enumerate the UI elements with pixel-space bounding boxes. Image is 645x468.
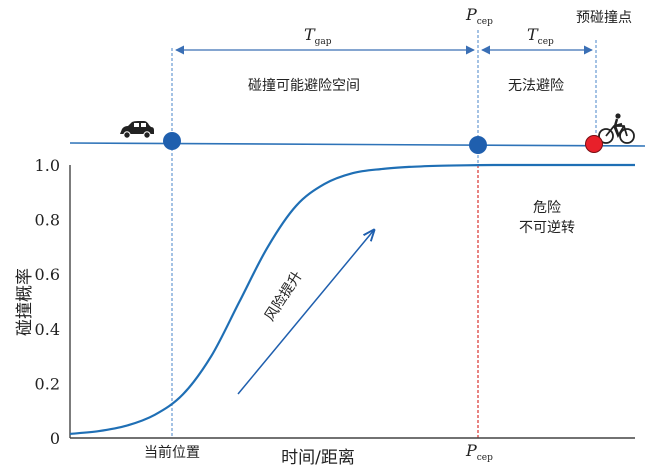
- collision-point-dot: [585, 135, 603, 153]
- current-position-dot: [163, 132, 181, 150]
- x-axis-label: 时间/距离: [281, 448, 355, 468]
- current-position-label: 当前位置: [144, 444, 200, 461]
- y-tick-label: 0.6: [35, 265, 60, 284]
- pcep-top-label: Pcep: [465, 5, 493, 27]
- tcep-label: Tcep: [527, 25, 554, 47]
- risk-increase-arrow: [237, 230, 374, 395]
- y-tick-label: 0.8: [35, 211, 60, 230]
- probability-curve: [69, 163, 635, 435]
- y-tick-label: 0.2: [35, 374, 60, 393]
- danger-label-line2: 不可逆转: [519, 220, 575, 236]
- avoidable-zone-label: 碰撞可能避险空间: [248, 78, 360, 94]
- risk-increase-label: 风险提升: [262, 268, 306, 324]
- collision-point-label: 预碰撞点: [576, 10, 632, 26]
- car-icon: [120, 121, 154, 139]
- tgap-label: Tgap: [304, 25, 332, 47]
- unavoidable-zone-label: 无法避险: [508, 78, 564, 94]
- y-tick-label: 0.4: [35, 320, 60, 339]
- y-tick-label: 0: [50, 429, 60, 448]
- pcep-dot: [469, 136, 487, 154]
- danger-label-line1: 危险: [533, 200, 561, 216]
- cyclist-icon: [598, 113, 635, 144]
- pcep-bottom-label: Pcep: [465, 441, 493, 463]
- y-tick-label: 1.0: [35, 156, 60, 175]
- timeline-line: [69, 142, 645, 147]
- y-tick-labels: 0 0.2 0.4 0.6 0.8 1.0: [35, 156, 60, 448]
- y-axis-label: 碰撞概率: [15, 268, 35, 336]
